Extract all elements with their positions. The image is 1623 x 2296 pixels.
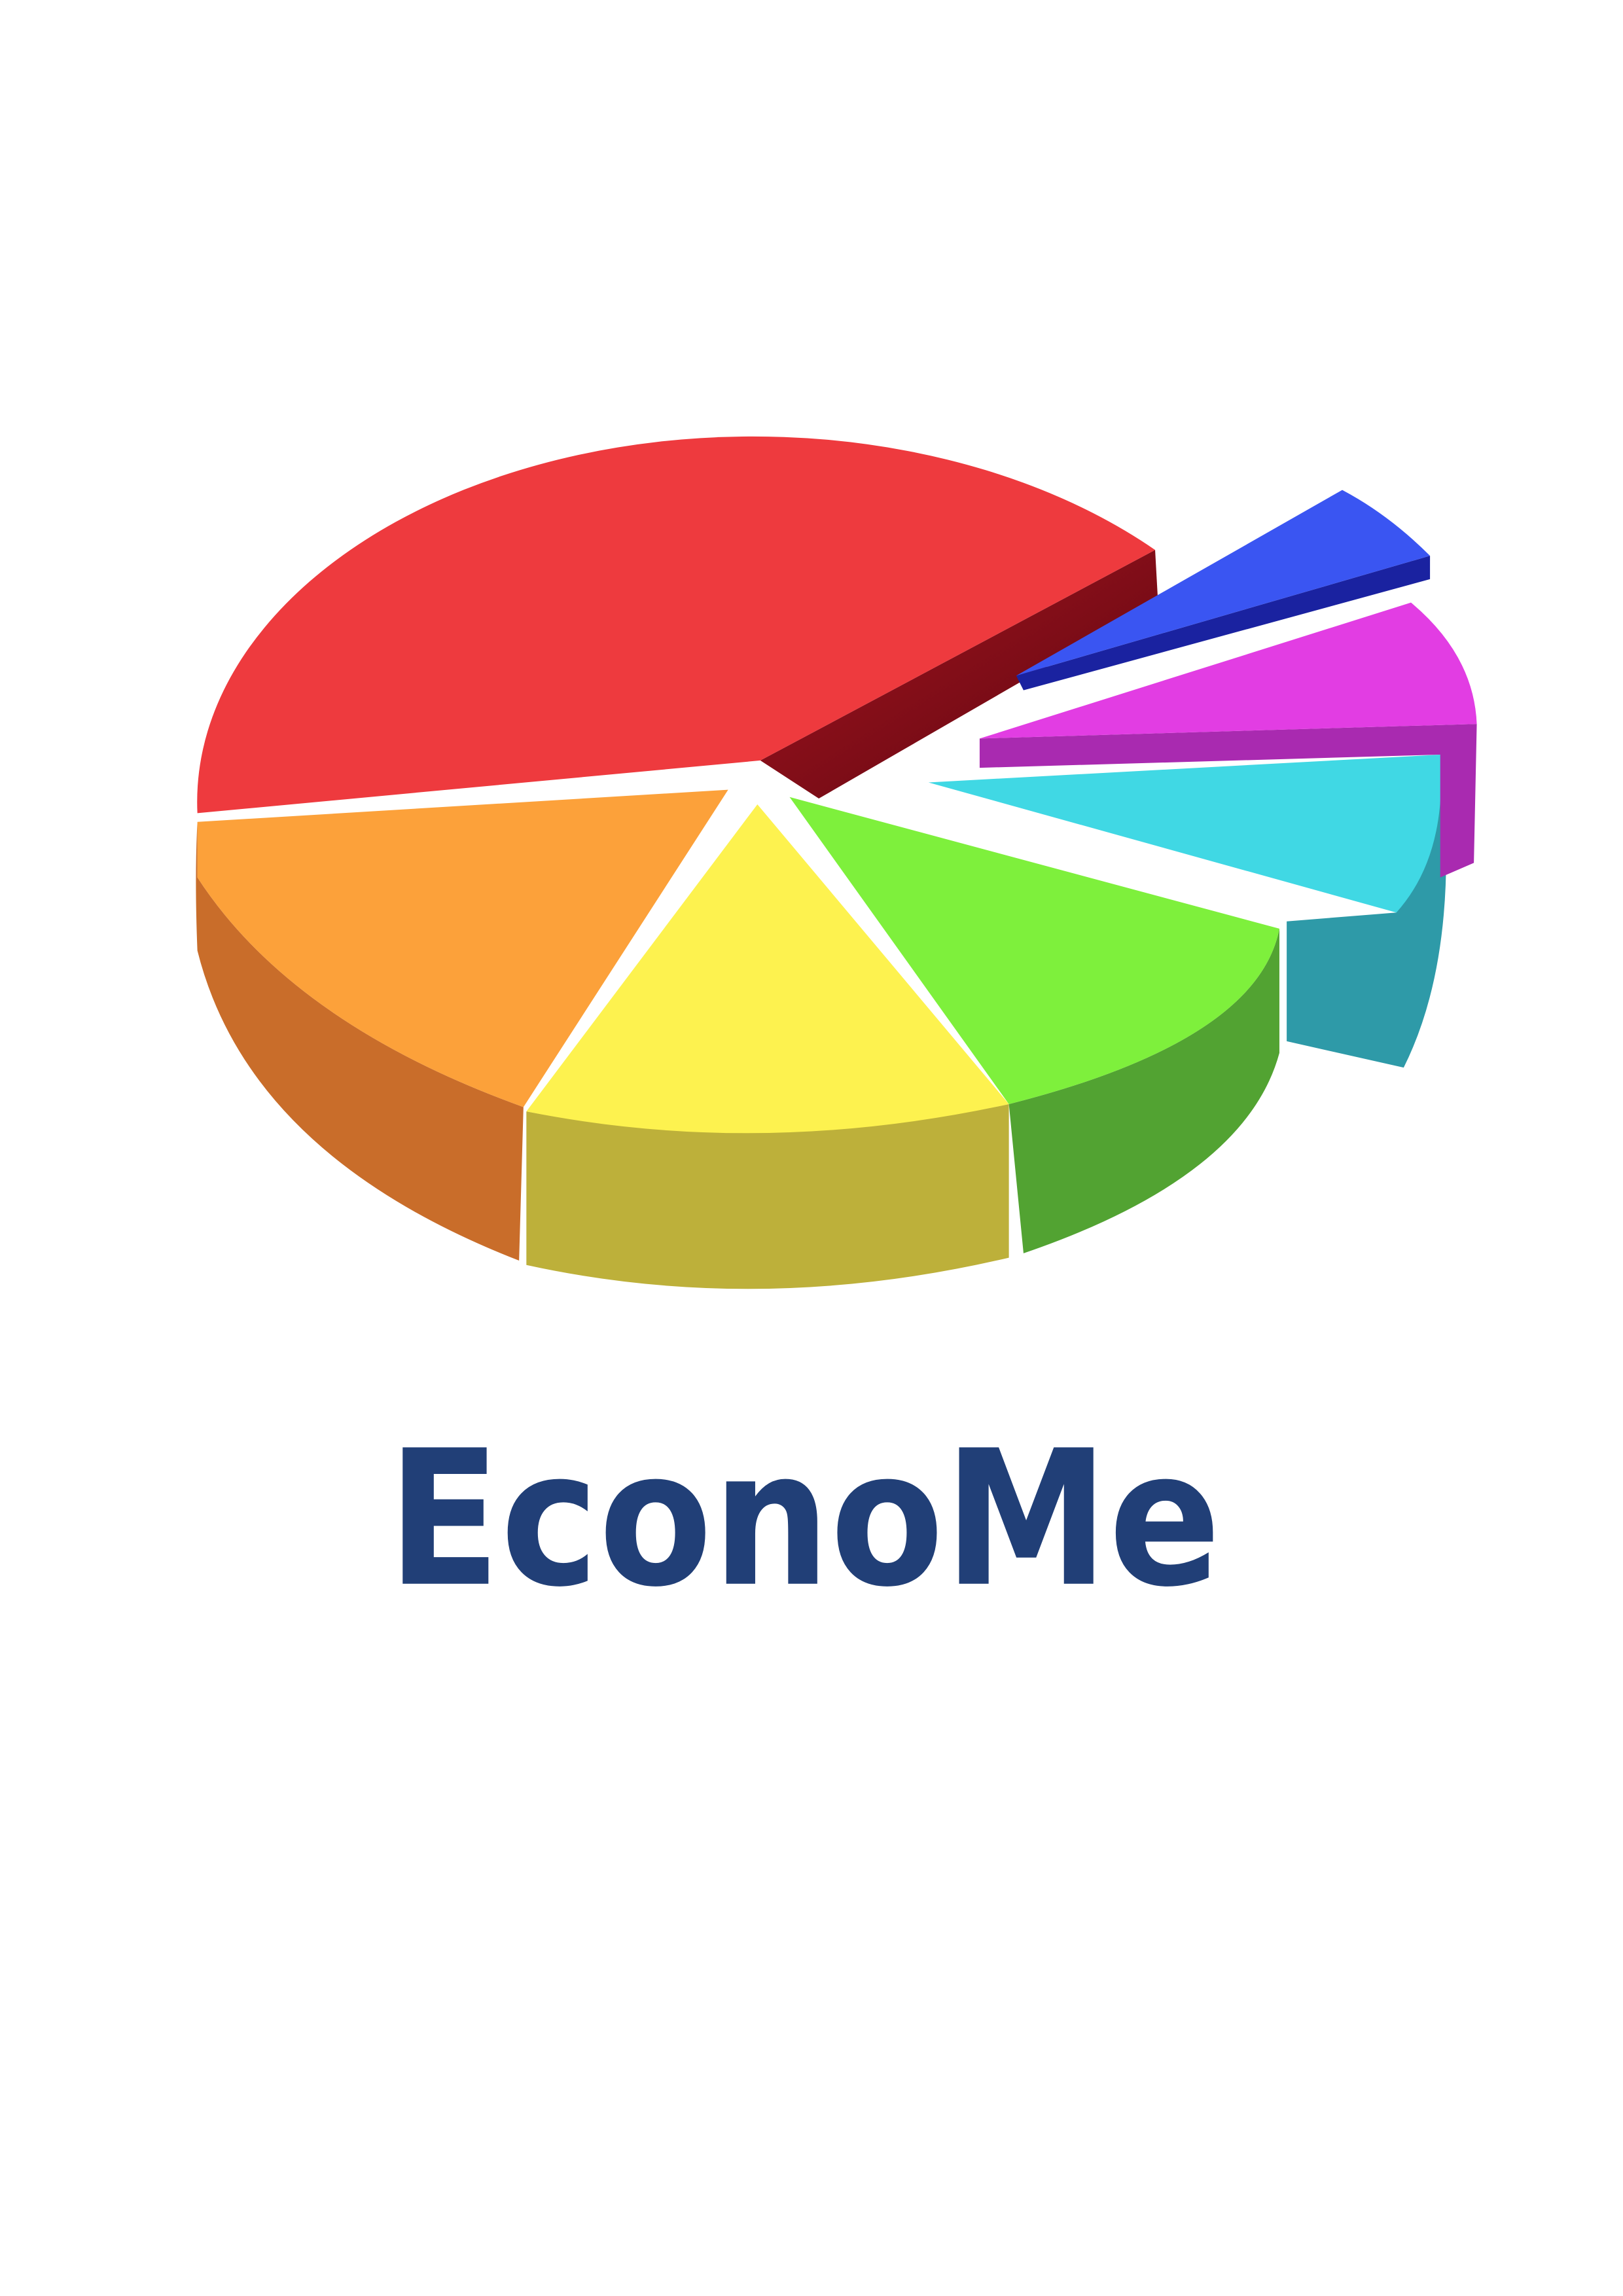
blue-slice bbox=[1016, 490, 1431, 676]
orange-slice-side bbox=[196, 821, 524, 1261]
cyan-slice bbox=[928, 754, 1442, 913]
title: EconoMe bbox=[387, 1411, 1221, 1628]
green-slice-side bbox=[1008, 928, 1279, 1253]
cyan-slice-side bbox=[1287, 754, 1446, 1068]
magenta-slice-side bbox=[979, 724, 1477, 878]
blue-slice-side bbox=[1016, 556, 1431, 691]
green-slice bbox=[789, 797, 1279, 1104]
orange-slice bbox=[197, 789, 728, 1107]
red-slice-side bbox=[760, 550, 1158, 799]
yellow-slice-side bbox=[526, 1103, 1009, 1289]
magenta-slice bbox=[979, 602, 1477, 739]
red-slice bbox=[197, 436, 1156, 814]
yellow-slice bbox=[526, 804, 1009, 1134]
pie-illustration bbox=[196, 436, 1477, 1289]
